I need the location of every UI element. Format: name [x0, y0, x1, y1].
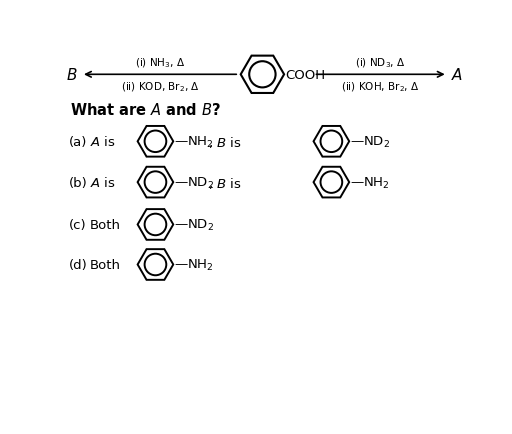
- Text: $B$: $B$: [67, 67, 78, 83]
- Text: —ND$_2$: —ND$_2$: [174, 217, 214, 233]
- Text: —NH$_2$: —NH$_2$: [350, 175, 390, 190]
- Text: Both: Both: [90, 258, 120, 271]
- Text: $A$: $A$: [451, 67, 463, 83]
- Text: Both: Both: [90, 218, 120, 231]
- Text: (a): (a): [69, 135, 87, 148]
- Text: COOH: COOH: [286, 69, 326, 82]
- Text: (i) NH$_3$, Δ: (i) NH$_3$, Δ: [135, 56, 185, 70]
- Text: (i) ND$_3$, Δ: (i) ND$_3$, Δ: [355, 56, 406, 70]
- Text: —ND$_2$: —ND$_2$: [174, 175, 214, 190]
- Text: $A$ is: $A$ is: [90, 176, 116, 190]
- Text: —NH$_2$: —NH$_2$: [174, 257, 214, 273]
- Text: (b): (b): [69, 176, 88, 189]
- Text: , $B$ is: , $B$ is: [208, 135, 242, 149]
- Text: —NH$_2$: —NH$_2$: [174, 135, 214, 149]
- Text: (ii) KOH, Br$_2$, Δ: (ii) KOH, Br$_2$, Δ: [342, 80, 420, 94]
- Text: , $B$ is: , $B$ is: [208, 175, 242, 190]
- Text: (d): (d): [69, 258, 88, 271]
- Text: $A$ is: $A$ is: [90, 135, 116, 149]
- Text: What are $A$ and $B$?: What are $A$ and $B$?: [70, 102, 221, 118]
- Text: (c): (c): [69, 218, 87, 231]
- Text: (ii) KOD, Br$_2$, Δ: (ii) KOD, Br$_2$, Δ: [121, 80, 200, 94]
- Text: —ND$_2$: —ND$_2$: [350, 135, 390, 149]
